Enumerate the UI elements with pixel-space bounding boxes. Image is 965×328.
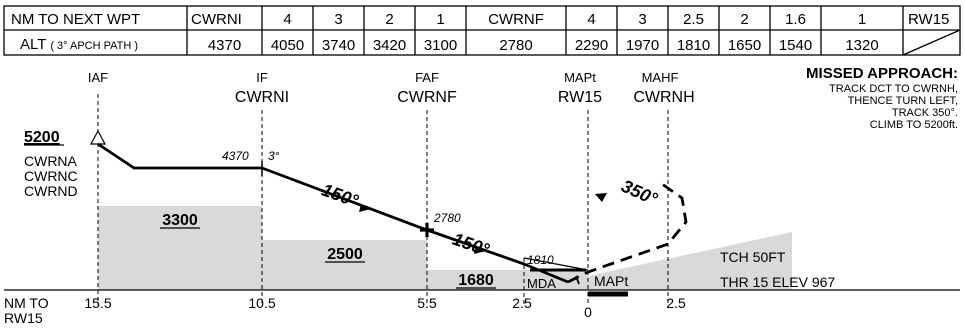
fix-role-mahf: MAHF [642, 70, 679, 85]
distance-altitude-table [3, 5, 961, 56]
missed-approach-line: TRACK 350°. [892, 107, 958, 119]
distance-tick: 0 [584, 304, 592, 320]
table-diagonal [902, 29, 961, 56]
missed-approach-path [567, 182, 688, 284]
alt-label-4370: 4370 [222, 149, 249, 163]
direction-arrows [359, 193, 607, 254]
iaf-block: 5200 CWRNA CWRNC CWRND [24, 129, 107, 199]
mda-label: MDA [527, 276, 556, 291]
distance-tick: 5.5 [417, 295, 437, 311]
fix-role-mapt: MAPt [564, 70, 596, 85]
row1-cell: 2.5 [683, 11, 704, 28]
missed-approach-title: MISSED APPROACH: [806, 65, 958, 82]
distance-axis-label: RW15 [4, 310, 43, 326]
distance-tick: 2.5 [666, 295, 686, 311]
table-text: NM TO NEXT WPT CWRNI 4 3 2 1 CWRNF 4 3 2… [11, 11, 949, 54]
row2-cell: 3740 [322, 37, 355, 54]
tch-label: TCH 50FT [720, 249, 786, 265]
iaf-waypoint: CWRND [24, 183, 78, 199]
distance-tick: 10.5 [248, 295, 275, 311]
row2-cell: 1320 [845, 37, 878, 54]
row2-cell: 2290 [575, 37, 608, 54]
profile-labels: 4370 3° 2780 1810 MDA MAPt TCH 50FT THR … [222, 149, 835, 291]
missed-approach-line: THENCE TURN LEFT, [848, 95, 958, 107]
mapt-label: MAPt [594, 273, 628, 289]
msa-values: 3300 2500 1680 [160, 212, 496, 289]
fix-role-faf: FAF [415, 70, 439, 85]
msa-box-3300 [98, 206, 262, 290]
iaf-triangle-icon [89, 129, 107, 145]
row1-label: NM TO NEXT WPT [11, 11, 140, 28]
approach-profile [97, 142, 688, 297]
row1-cell: 4 [283, 11, 291, 28]
row1-cell: CWRNI [191, 11, 242, 28]
fix-name-cwrni: CWRNI [235, 89, 289, 106]
msa-box-2500 [262, 240, 427, 290]
mda-line-upper [523, 257, 589, 271]
fix-labels: IAF IF CWRNI FAF CWRNF MAPt RW15 MAHF CW… [88, 70, 695, 106]
msa-value-2500: 2500 [327, 246, 363, 263]
fix-name-cwrnh: CWRNH [633, 89, 694, 106]
course-arrow-icon [474, 246, 486, 254]
course-label-350: 350° [618, 176, 661, 210]
row1-cell: 3 [334, 11, 342, 28]
iaf-waypoint: CWRNA [24, 153, 78, 169]
row1-cell: 1 [436, 11, 444, 28]
distance-tick: 2.5 [512, 295, 532, 311]
final-approach-segment [261, 166, 569, 284]
msa-value-3300: 3300 [162, 212, 198, 229]
row1-cell: 1.6 [785, 11, 806, 28]
msa-value-1680: 1680 [458, 272, 494, 289]
course-label-150-second: 150° [450, 229, 492, 260]
distance-axis-label: NM TO [4, 295, 49, 311]
row1-cell: 3 [638, 11, 646, 28]
row1-cell: 2 [740, 11, 748, 28]
row1-cell: 2 [385, 11, 393, 28]
row1-cell: RW15 [908, 11, 949, 28]
missed-approach-arrow-icon [595, 193, 607, 202]
row1-cell: 4 [587, 11, 595, 28]
iaf-waypoint: CWRNC [24, 168, 78, 184]
row2-cell: 4050 [271, 37, 304, 54]
alt-label-1810: 1810 [527, 253, 554, 267]
course-label-150-first: 150° [319, 180, 362, 212]
row2-cell: 1540 [779, 37, 812, 54]
row2-cell: 1970 [626, 37, 659, 54]
glide-angle-label: 3° [268, 149, 280, 163]
row1-cell: 1 [858, 11, 866, 28]
missed-approach-line: TRACK DCT TO CWRNH, [829, 83, 958, 95]
terrain [98, 206, 792, 290]
row1-cell: CWRNF [488, 11, 544, 28]
missed-approach-block: MISSED APPROACH: TRACK DCT TO CWRNH, THE… [806, 65, 958, 131]
row2-cell: 1810 [677, 37, 710, 54]
fix-name-cwrnf: CWRNF [397, 89, 457, 106]
row2-label: ALT ( 3° APCH PATH ) [20, 36, 138, 53]
distance-tick: 15.5 [84, 295, 111, 311]
missed-approach-line: CLIMB TO 5200ft. [870, 119, 958, 131]
iaf-altitude: 5200 [24, 129, 60, 146]
fix-name-rw15: RW15 [558, 89, 602, 106]
row2-cell: 1650 [728, 37, 761, 54]
fix-role-iaf: IAF [88, 70, 108, 85]
alt-label-2780: 2780 [433, 211, 461, 225]
row2-cell: 4370 [208, 37, 241, 54]
course-arrow-icon [359, 204, 371, 212]
row2-cell: 3100 [424, 37, 457, 54]
fix-role-if: IF [256, 70, 268, 85]
distance-axis: NM TO RW15 15.5 10.5 5.5 2.5 0 2.5 [4, 295, 686, 326]
row2-cell: 3420 [373, 37, 406, 54]
runway-approach-wedge [588, 232, 792, 290]
thr-label: THR 15 ELEV 967 [720, 274, 835, 290]
iaf-descent-segment [97, 142, 262, 170]
row2-cell: 2780 [499, 37, 532, 54]
msa-box-1680 [427, 270, 524, 290]
mda-shelf [524, 270, 588, 290]
faf-cross-icon [420, 223, 434, 237]
